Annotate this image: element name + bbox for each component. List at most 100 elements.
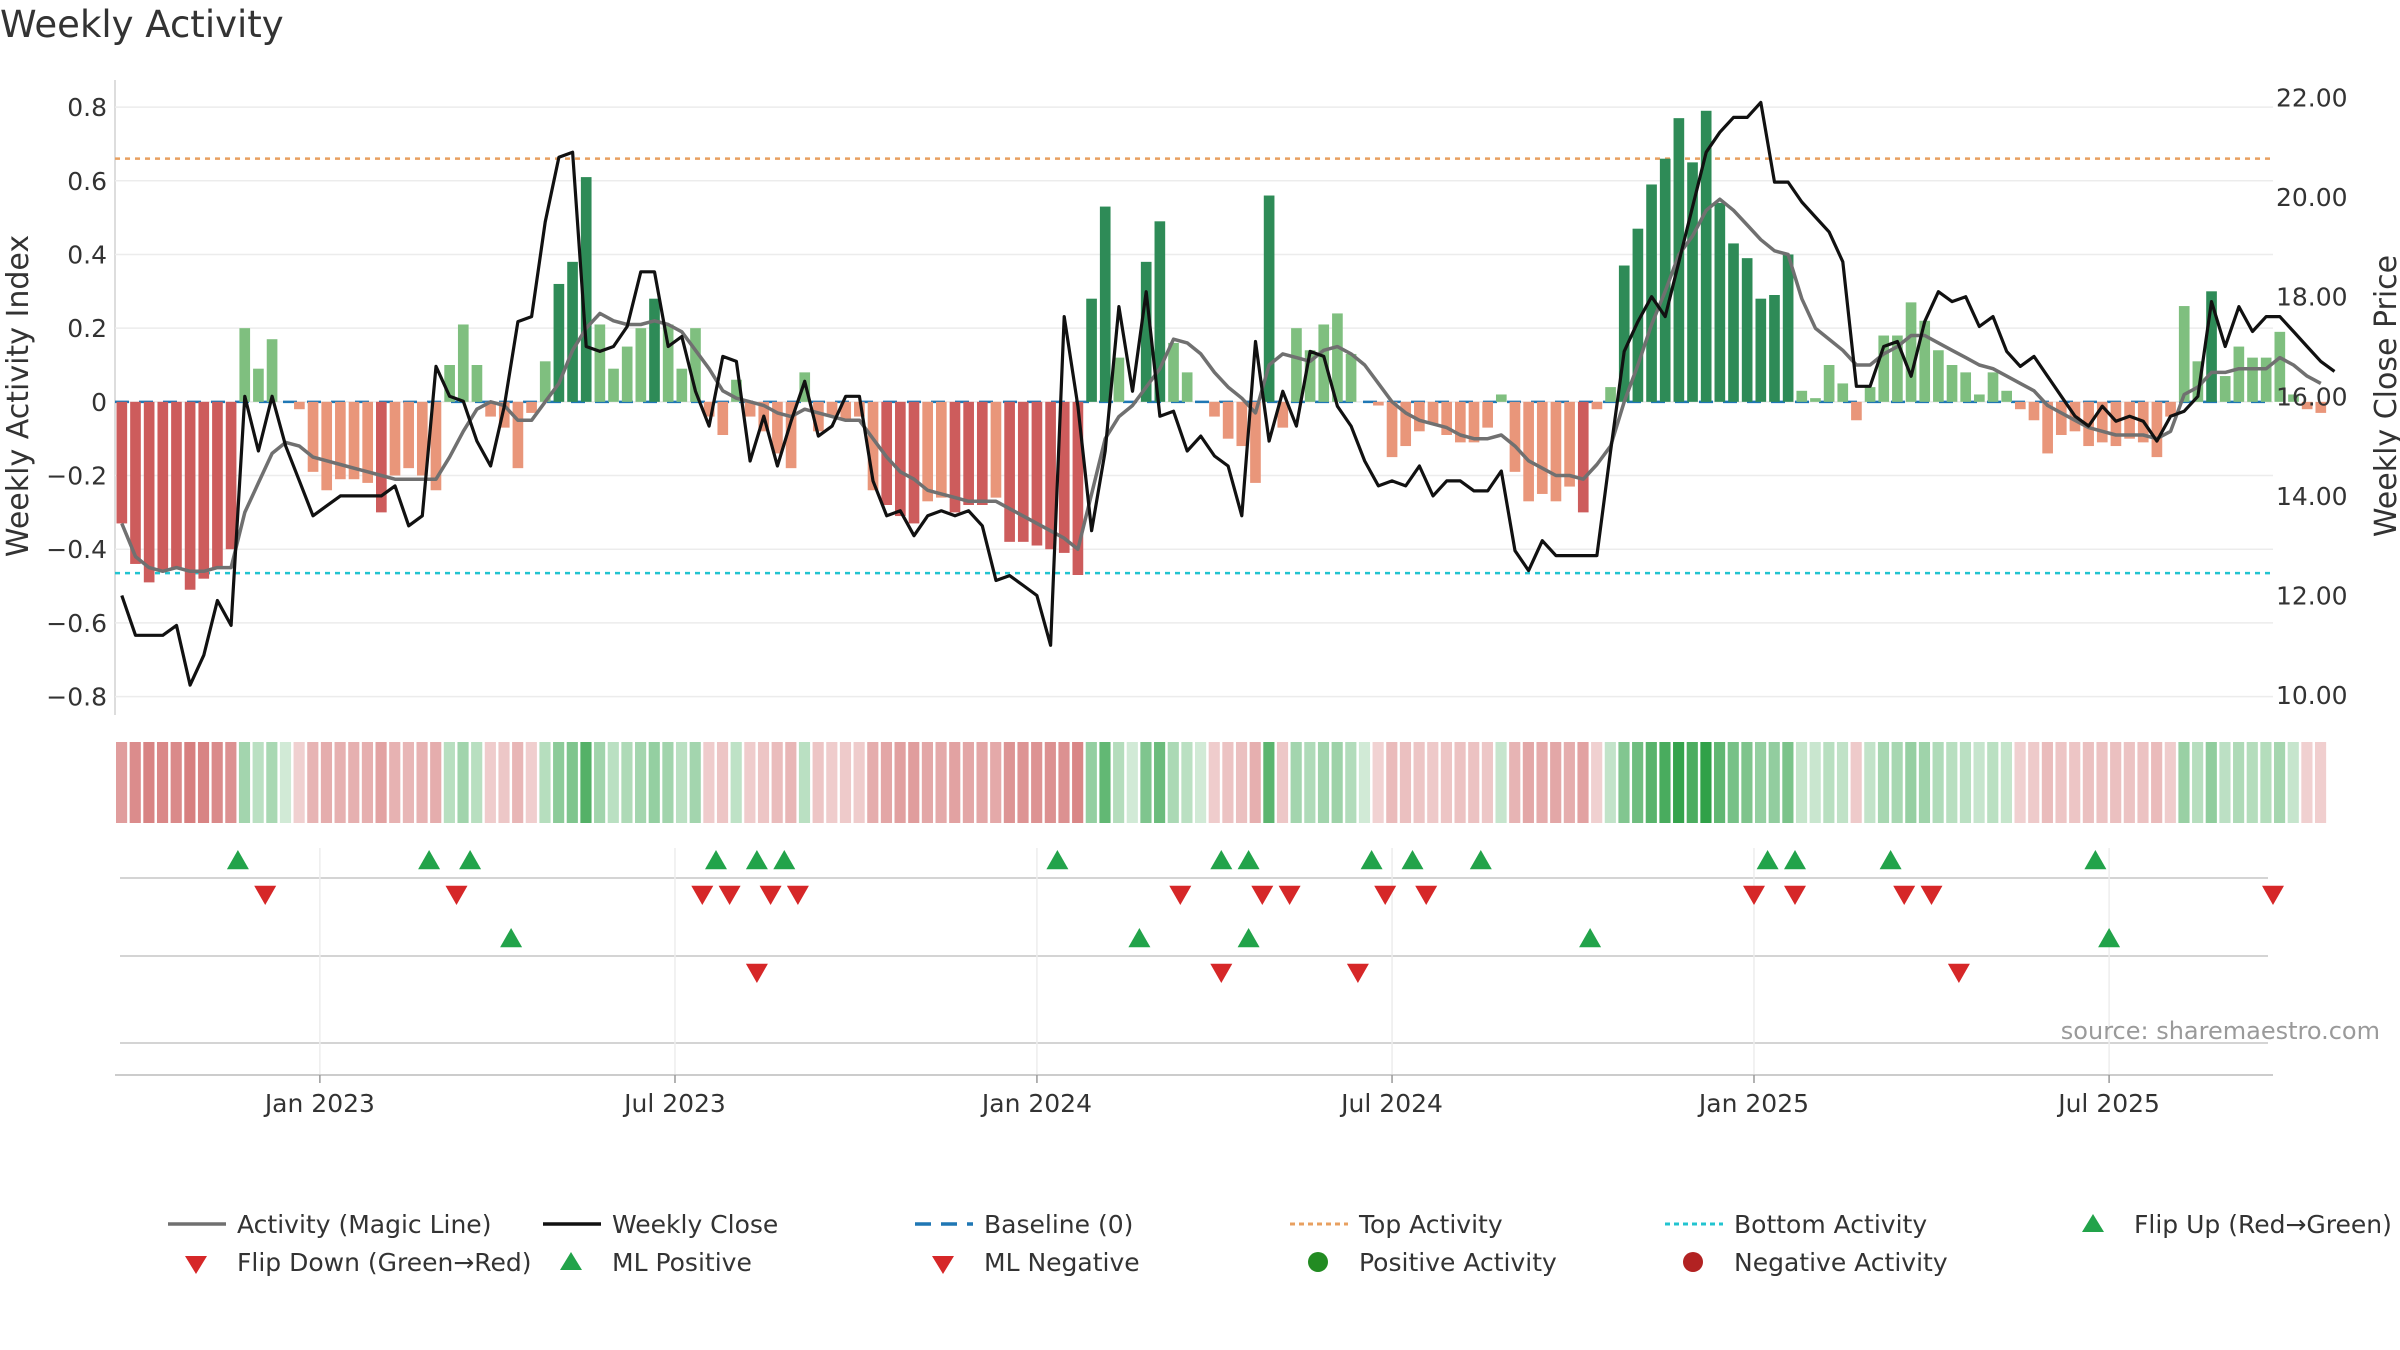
- strip-cell: [1413, 742, 1425, 823]
- legend-label: ML Negative: [984, 1248, 1140, 1277]
- strip-cell: [1017, 742, 1029, 823]
- strip-cell: [430, 742, 442, 823]
- legend-item: Bottom Activity: [1665, 1210, 1927, 1239]
- strip-cell: [812, 742, 824, 823]
- x-tick-label: Jul 2023: [622, 1089, 726, 1118]
- ml-negative-marker: [745, 963, 768, 983]
- negative-bar: [2315, 401, 2327, 413]
- negative-bar: [854, 401, 865, 417]
- negative-bar: [184, 401, 196, 590]
- positive-bar: [1304, 350, 1316, 402]
- positive-bar: [2001, 390, 2012, 402]
- strip-cell: [703, 742, 715, 823]
- strip-cell: [1836, 742, 1849, 823]
- strip-cell: [2192, 742, 2204, 823]
- weekly-close-line: [120, 100, 2336, 687]
- positive-bar: [1099, 206, 1111, 402]
- legend-label: Flip Down (Green→Red): [237, 1248, 532, 1277]
- negative-bar: [813, 401, 824, 432]
- strip-cell: [1591, 742, 1603, 823]
- strip-cell: [1809, 742, 1821, 823]
- positive-bar: [690, 328, 701, 402]
- strip-cell: [1987, 742, 1999, 823]
- y2-tick-label: 14.00: [2276, 482, 2348, 511]
- positive-bar: [676, 368, 688, 402]
- negative-bar: [908, 401, 920, 524]
- strip-cell: [225, 742, 237, 823]
- strip-cell: [1140, 742, 1152, 823]
- strip-cell: [826, 742, 838, 823]
- legend-swatch: [560, 1252, 582, 1270]
- negative-bar: [143, 401, 155, 583]
- strip-cell: [1741, 742, 1753, 823]
- legend-swatch: [2082, 1214, 2104, 1232]
- strip-cell: [498, 742, 510, 823]
- strip-cell: [1481, 742, 1493, 823]
- legend-label: Activity (Magic Line): [237, 1210, 491, 1239]
- strip-cell: [635, 742, 647, 823]
- strip-cell: [908, 742, 920, 823]
- negative-bar: [772, 401, 783, 454]
- strip-cell: [1563, 742, 1575, 823]
- flip-down-marker: [1893, 885, 1916, 905]
- y-tick-label: −0.6: [46, 609, 107, 638]
- ml-positive-marker: [1579, 928, 1602, 948]
- legend-item: Activity (Magic Line): [168, 1210, 491, 1239]
- strip-cell: [553, 742, 565, 823]
- flip-up-marker: [745, 850, 768, 870]
- negative-bar: [1441, 401, 1453, 435]
- strip-cell: [389, 742, 401, 823]
- negative-bar: [1209, 401, 1220, 417]
- strip-cell: [621, 742, 633, 823]
- strip-cell: [484, 742, 496, 823]
- flip-down-marker: [1169, 885, 1192, 905]
- strip-cell: [1795, 742, 1808, 823]
- strip-cell: [839, 742, 852, 823]
- legend-label: Weekly Close: [612, 1210, 778, 1239]
- positive-bar: [731, 379, 742, 402]
- strip-cell: [1154, 742, 1166, 823]
- strip-cell: [1358, 742, 1371, 823]
- flip-down-marker: [1374, 885, 1397, 905]
- positive-bar: [1714, 202, 1726, 402]
- positive-bar: [1987, 372, 1999, 402]
- negative-bar: [512, 401, 524, 469]
- negative-bar: [376, 401, 387, 513]
- negative-bar: [1072, 401, 1084, 575]
- strip-cell: [1331, 742, 1343, 823]
- strip-cell: [129, 742, 141, 823]
- strip-cell: [1468, 742, 1480, 823]
- negative-bar: [1455, 401, 1466, 443]
- strip-cell: [2041, 742, 2053, 823]
- strip-cell: [512, 742, 524, 823]
- strip-cell: [1290, 742, 1302, 823]
- strip-cell: [2233, 742, 2245, 823]
- strip-cell: [2260, 742, 2272, 823]
- negative-bar: [403, 401, 414, 469]
- strip-cell: [1399, 742, 1412, 823]
- strip-cell: [1946, 742, 1958, 823]
- x-tick-label: Jan 2025: [1697, 1089, 1809, 1118]
- negative-bar: [1414, 401, 1425, 432]
- strip-cell: [1167, 742, 1179, 823]
- y2-tick-label: 10.00: [2276, 681, 2348, 710]
- negative-bar: [1550, 401, 1562, 502]
- legend-item: ML Positive: [560, 1248, 752, 1277]
- strip-cell: [1044, 742, 1056, 823]
- flip-markers: [120, 848, 2284, 1075]
- negative-bar: [1386, 401, 1398, 458]
- positive-bar: [1823, 365, 1835, 402]
- legend-item: Positive Activity: [1308, 1248, 1557, 1277]
- strip-cell: [2123, 742, 2135, 823]
- x-axis: Jan 2023 Jul 2023 Jan 2024 Jul 2024 Jan 2025…: [115, 1074, 2273, 1118]
- negative-bar: [389, 401, 401, 476]
- negative-bar: [1564, 401, 1575, 487]
- positive-bar: [635, 328, 647, 402]
- strip-cell: [1604, 742, 1616, 823]
- positive-bar: [567, 261, 578, 402]
- strip-cell: [1263, 742, 1275, 823]
- chart-title: Weekly Activity: [0, 3, 284, 46]
- strip-cell: [1031, 742, 1043, 823]
- positive-bar: [649, 298, 660, 402]
- y-tick-label: 0.2: [67, 314, 107, 343]
